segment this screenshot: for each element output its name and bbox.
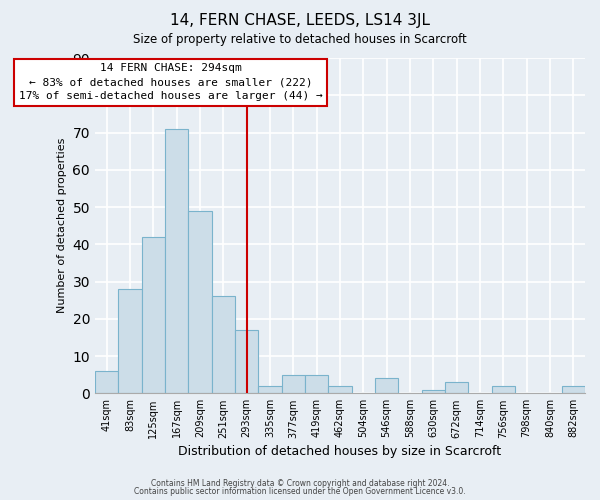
Bar [188, 211, 212, 394]
Bar [118, 289, 142, 394]
Bar [562, 386, 585, 394]
Bar [422, 390, 445, 394]
Bar [258, 386, 281, 394]
X-axis label: Distribution of detached houses by size in Scarcroft: Distribution of detached houses by size … [178, 444, 502, 458]
Bar [445, 382, 469, 394]
Bar [95, 371, 118, 394]
Text: 14 FERN CHASE: 294sqm
← 83% of detached houses are smaller (222)
17% of semi-det: 14 FERN CHASE: 294sqm ← 83% of detached … [19, 63, 323, 101]
Bar [375, 378, 398, 394]
Bar [142, 237, 165, 394]
Bar [212, 296, 235, 394]
Text: Contains public sector information licensed under the Open Government Licence v3: Contains public sector information licen… [134, 487, 466, 496]
Bar [328, 386, 352, 394]
Bar [281, 374, 305, 394]
Text: 14, FERN CHASE, LEEDS, LS14 3JL: 14, FERN CHASE, LEEDS, LS14 3JL [170, 12, 430, 28]
Text: Contains HM Land Registry data © Crown copyright and database right 2024.: Contains HM Land Registry data © Crown c… [151, 478, 449, 488]
Bar [235, 330, 258, 394]
Text: Size of property relative to detached houses in Scarcroft: Size of property relative to detached ho… [133, 32, 467, 46]
Y-axis label: Number of detached properties: Number of detached properties [57, 138, 67, 314]
Bar [305, 374, 328, 394]
Bar [491, 386, 515, 394]
Bar [165, 129, 188, 394]
